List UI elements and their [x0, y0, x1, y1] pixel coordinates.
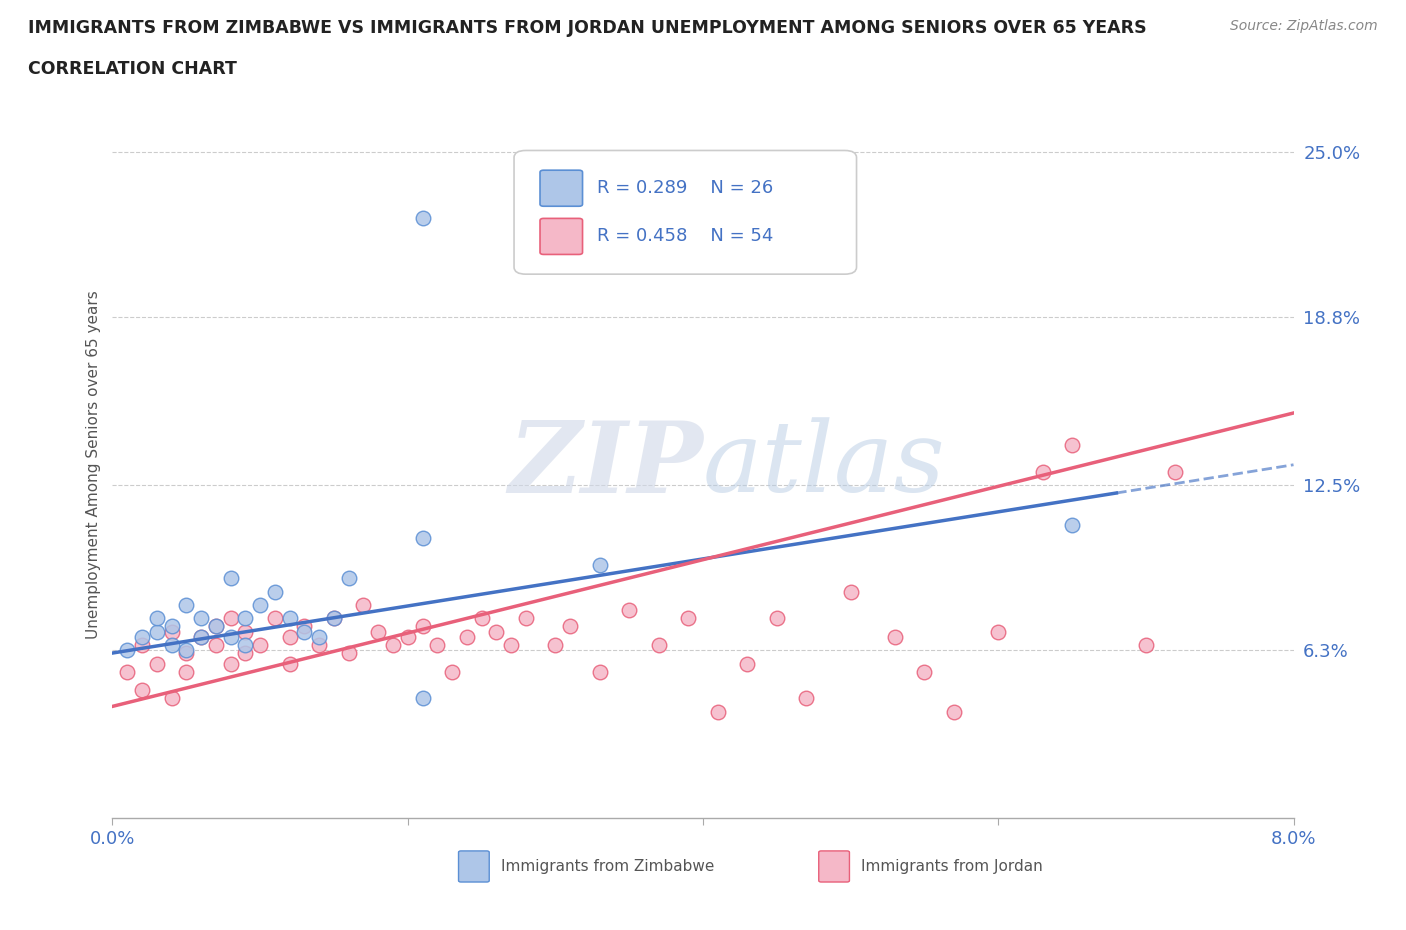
- Point: [233, 645, 256, 660]
- Point: [174, 598, 197, 613]
- Text: Immigrants from Zimbabwe: Immigrants from Zimbabwe: [501, 859, 714, 874]
- Point: [174, 645, 197, 660]
- Point: [174, 643, 197, 658]
- FancyBboxPatch shape: [458, 851, 489, 882]
- Point: [884, 630, 907, 644]
- Point: [560, 619, 582, 634]
- Point: [323, 611, 346, 626]
- Point: [382, 638, 405, 653]
- Point: [367, 624, 389, 639]
- Point: [160, 638, 183, 653]
- Point: [914, 664, 936, 679]
- Point: [796, 691, 818, 706]
- Point: [146, 611, 169, 626]
- Point: [146, 657, 169, 671]
- Point: [337, 571, 360, 586]
- Point: [131, 683, 153, 698]
- Point: [278, 630, 301, 644]
- Point: [264, 584, 287, 599]
- Point: [117, 664, 138, 679]
- Point: [544, 638, 567, 653]
- Point: [160, 624, 183, 639]
- Point: [249, 638, 271, 653]
- Point: [619, 603, 641, 618]
- Text: Source: ZipAtlas.com: Source: ZipAtlas.com: [1230, 19, 1378, 33]
- Point: [308, 638, 330, 653]
- Point: [292, 624, 315, 639]
- Point: [278, 611, 301, 626]
- Point: [1062, 518, 1084, 533]
- Point: [412, 211, 434, 226]
- Point: [942, 704, 965, 719]
- Point: [515, 611, 537, 626]
- Point: [264, 611, 287, 626]
- Point: [426, 638, 449, 653]
- Point: [678, 611, 700, 626]
- Point: [412, 691, 434, 706]
- Point: [205, 619, 228, 634]
- Point: [233, 638, 256, 653]
- Point: [190, 611, 212, 626]
- Text: atlas: atlas: [703, 418, 946, 512]
- Point: [233, 624, 256, 639]
- Point: [485, 624, 508, 639]
- Point: [737, 657, 759, 671]
- Point: [396, 630, 419, 644]
- Point: [308, 630, 330, 644]
- Point: [190, 630, 212, 644]
- Point: [117, 643, 138, 658]
- Point: [249, 598, 271, 613]
- Point: [219, 657, 242, 671]
- Point: [233, 611, 256, 626]
- Point: [219, 630, 242, 644]
- Point: [146, 624, 169, 639]
- Point: [160, 619, 183, 634]
- Point: [987, 624, 1010, 639]
- Point: [352, 598, 374, 613]
- Point: [456, 630, 478, 644]
- Point: [219, 571, 242, 586]
- Point: [1032, 464, 1054, 479]
- Point: [647, 638, 671, 653]
- Point: [839, 584, 862, 599]
- Text: R = 0.458    N = 54: R = 0.458 N = 54: [596, 228, 773, 246]
- Point: [412, 619, 434, 634]
- FancyBboxPatch shape: [818, 851, 849, 882]
- Y-axis label: Unemployment Among Seniors over 65 years: Unemployment Among Seniors over 65 years: [86, 291, 101, 640]
- Point: [205, 638, 228, 653]
- Point: [588, 664, 610, 679]
- Text: IMMIGRANTS FROM ZIMBABWE VS IMMIGRANTS FROM JORDAN UNEMPLOYMENT AMONG SENIORS OV: IMMIGRANTS FROM ZIMBABWE VS IMMIGRANTS F…: [28, 19, 1147, 36]
- Point: [174, 664, 197, 679]
- Point: [219, 611, 242, 626]
- Point: [278, 657, 301, 671]
- Point: [190, 630, 212, 644]
- Point: [765, 611, 787, 626]
- Text: R = 0.289    N = 26: R = 0.289 N = 26: [596, 179, 773, 197]
- Point: [131, 630, 153, 644]
- FancyBboxPatch shape: [540, 170, 582, 206]
- Point: [131, 638, 153, 653]
- Point: [707, 704, 730, 719]
- Point: [160, 691, 183, 706]
- Point: [205, 619, 228, 634]
- Point: [1135, 638, 1157, 653]
- Text: Immigrants from Jordan: Immigrants from Jordan: [862, 859, 1043, 874]
- Point: [292, 619, 315, 634]
- Point: [323, 611, 346, 626]
- Text: ZIP: ZIP: [508, 417, 703, 513]
- Point: [471, 611, 494, 626]
- Point: [501, 638, 523, 653]
- Point: [412, 531, 434, 546]
- Point: [1164, 464, 1187, 479]
- FancyBboxPatch shape: [540, 219, 582, 255]
- Point: [1062, 437, 1084, 452]
- Point: [337, 645, 360, 660]
- Point: [588, 558, 610, 573]
- FancyBboxPatch shape: [515, 151, 856, 274]
- Point: [441, 664, 464, 679]
- Text: CORRELATION CHART: CORRELATION CHART: [28, 60, 238, 78]
